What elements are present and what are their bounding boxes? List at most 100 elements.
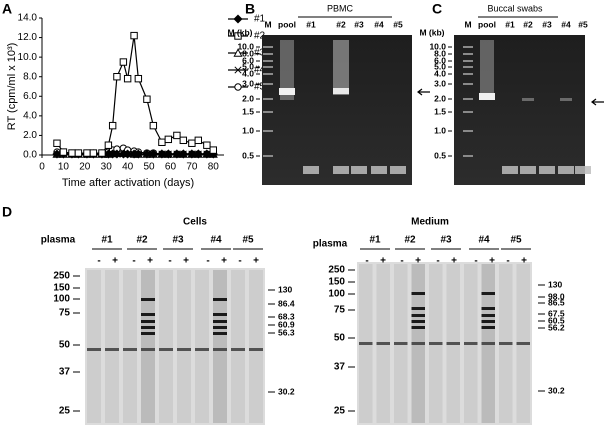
- marker: [157, 149, 167, 159]
- marker: [134, 74, 143, 83]
- size-label: 1.0: [434, 125, 446, 135]
- lane-label: #5: [578, 19, 588, 29]
- mw-label: 86.4: [278, 298, 295, 308]
- lane-label: #1: [505, 19, 515, 29]
- mw-label: 130: [548, 279, 562, 289]
- size-label: 3.0: [434, 78, 446, 88]
- row-label: plasma: [41, 235, 76, 246]
- treatment-label: +: [489, 256, 495, 267]
- band: [177, 348, 191, 351]
- legend-label: #3: [254, 48, 266, 59]
- ladder-band: [263, 60, 273, 62]
- panel-label: A: [2, 1, 12, 17]
- size-unit: M (kb): [227, 27, 252, 37]
- band: [481, 314, 495, 317]
- panel-label: B: [245, 1, 255, 17]
- lane: [105, 270, 119, 423]
- primer-band: [502, 166, 518, 174]
- band: [411, 292, 425, 295]
- size-label: 1.5: [242, 106, 254, 116]
- treatment-label: +: [380, 256, 386, 267]
- band: [213, 313, 227, 316]
- size-label: 3.0: [242, 78, 254, 88]
- x-tick-label: 70: [186, 162, 198, 173]
- band: [411, 320, 425, 323]
- treatment-label: +: [521, 256, 527, 267]
- x-tick-label: 10: [58, 162, 70, 173]
- ladder-band: [463, 111, 473, 113]
- ladder-band: [263, 73, 273, 75]
- lane: [195, 270, 209, 423]
- smear: [480, 40, 494, 100]
- series-line: [56, 35, 214, 154]
- ladder-band: [463, 53, 473, 55]
- x-axis-title: Time after activation (days): [62, 177, 194, 189]
- group-label: #3: [440, 235, 452, 246]
- ladder-band: [263, 130, 273, 132]
- mw-label: 50: [334, 333, 346, 344]
- lane: [123, 270, 137, 423]
- marker: [202, 149, 212, 159]
- primer-band: [303, 166, 319, 174]
- band: [464, 342, 478, 345]
- band: [141, 348, 155, 351]
- marker: [59, 148, 68, 156]
- lane-label: #2: [523, 19, 533, 29]
- band: [213, 326, 227, 329]
- marker: [233, 48, 243, 57]
- mw-label: 75: [334, 305, 346, 316]
- mw-label: 250: [328, 265, 345, 276]
- size-label: 0.5: [434, 150, 446, 160]
- marker: [142, 149, 152, 159]
- marker: [74, 149, 83, 157]
- band: [195, 348, 209, 351]
- ladder-band: [463, 46, 473, 48]
- marker: [68, 149, 76, 157]
- mw-label: 25: [59, 406, 71, 417]
- marker: [163, 149, 173, 159]
- marker: [52, 149, 62, 159]
- mw-label: 30.2: [278, 386, 295, 396]
- primer-band: [371, 166, 387, 174]
- marker: [164, 135, 173, 144]
- ladder-band: [463, 98, 473, 100]
- mw-label: 86.5: [548, 297, 565, 307]
- y-tick-label: 10.0: [18, 52, 38, 63]
- marker: [234, 66, 242, 74]
- mw-label: 50: [59, 340, 71, 351]
- smear: [280, 40, 294, 100]
- band: [481, 320, 495, 323]
- band: [141, 332, 155, 335]
- mw-label: 56.2: [548, 322, 565, 332]
- band: [481, 307, 495, 310]
- treatment-label: -: [168, 256, 171, 267]
- band: [429, 342, 443, 345]
- marker: [123, 149, 133, 159]
- marker: [187, 149, 197, 159]
- band: [141, 313, 155, 316]
- marker: [188, 139, 196, 147]
- legend-label: #4: [254, 65, 266, 76]
- row-label: plasma: [313, 239, 348, 250]
- treatment-label: +: [183, 256, 189, 267]
- marker: [83, 149, 91, 157]
- blot-image: [85, 268, 265, 425]
- y-tick-label: 4.0: [23, 110, 37, 121]
- lane-label: #1: [306, 19, 316, 29]
- band: [159, 348, 173, 351]
- mw-label: 100: [328, 289, 345, 300]
- marker: [89, 149, 98, 157]
- marker: [112, 149, 122, 159]
- size-label: 1.5: [434, 106, 446, 116]
- y-tick-label: 6.0: [23, 91, 37, 102]
- y-tick-label: 14.0: [18, 13, 38, 24]
- lane: [249, 270, 263, 423]
- size-label: 2.0: [242, 93, 254, 103]
- ladder-band: [263, 46, 273, 48]
- gel-title: PBMC: [327, 3, 354, 13]
- lane-label: M: [264, 19, 271, 29]
- mw-label: 75: [59, 308, 71, 319]
- marker: [233, 14, 243, 24]
- legend-label: #5: [254, 82, 266, 93]
- group-label: #2: [136, 235, 148, 246]
